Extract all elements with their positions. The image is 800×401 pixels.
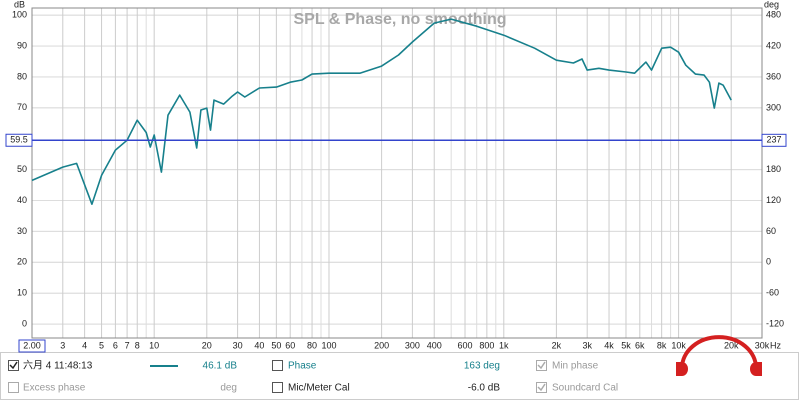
min-phase-label: Min phase: [552, 361, 599, 372]
y2-unit: deg: [764, 0, 779, 9]
y-tick-label: 10: [17, 288, 27, 298]
y-tick-label: 20: [17, 257, 27, 267]
excess-phase-label: Excess phase: [23, 383, 86, 394]
x-unit: Hz: [770, 340, 781, 350]
y2-tick-label: 120: [766, 195, 781, 205]
phase-label: Phase: [288, 361, 317, 372]
x-tick-label: 20: [202, 340, 212, 350]
grid: [32, 8, 763, 338]
x-tick-label: 80: [307, 340, 317, 350]
series-readout: 46.1 dB: [203, 361, 238, 372]
x-tick-label: 4: [82, 340, 87, 350]
x-tick-label: 4k: [604, 340, 614, 350]
checkbox[interactable]: [8, 382, 19, 393]
checkbox[interactable]: [536, 360, 547, 371]
legend-panel: 六月 4 11:48:13 46.1 dB Phase 163 deg Min …: [0, 335, 799, 400]
x-tick-label: 8: [135, 340, 140, 350]
x-tick-label: 200: [374, 340, 389, 350]
cursor-label: 59.5: [10, 135, 28, 145]
x-tick-label: 400: [427, 340, 442, 350]
y2-tick-label: 360: [766, 71, 781, 81]
y2-tick-label: 0: [766, 257, 771, 267]
x-tick-label: 800: [479, 340, 494, 350]
x-tick-label: 600: [457, 340, 472, 350]
phase-readout: 163 deg: [464, 361, 500, 372]
y2-tick-label: 180: [766, 164, 781, 174]
cursor-box: [761, 133, 787, 147]
excess-readout: deg: [220, 383, 237, 394]
checkbox[interactable]: [272, 360, 283, 371]
y-tick-label: 40: [17, 195, 27, 205]
y-tick-label: 70: [17, 102, 27, 112]
logo: [676, 335, 762, 376]
x-tick-label: 3k: [582, 340, 592, 350]
x-tick-label: 3: [60, 340, 65, 350]
x-tick-label: 2.00: [23, 340, 41, 350]
checkbox[interactable]: [536, 382, 547, 393]
y-tick-label: 90: [17, 40, 27, 50]
x-tick-label: 20k: [724, 340, 739, 350]
checkbox[interactable]: [8, 360, 19, 371]
y2-tick-label: 60: [766, 226, 776, 236]
x-tick-label: 30k: [755, 340, 770, 350]
x-tick-label: 2k: [552, 340, 562, 350]
mic-cal-label: Mic/Meter Cal: [288, 383, 350, 394]
x-tick-label: 30: [233, 340, 243, 350]
chart-title: SPL & Phase, no smoothing: [293, 11, 506, 28]
y2-tick-label: 480: [766, 10, 781, 20]
y-tick-label: 30: [17, 226, 27, 236]
panel-frame: [0, 352, 799, 400]
y-tick-label: 100: [12, 9, 27, 19]
x-tick-label: 7: [125, 340, 130, 350]
x-tick-label: 6: [113, 340, 118, 350]
legend-label: 六月 4 11:48:13: [23, 360, 93, 372]
x-tick-label: 5k: [621, 340, 631, 350]
x-start-box: [18, 339, 46, 353]
x-tick-label: 8k: [657, 340, 667, 350]
x-tick-label: 5: [99, 340, 104, 350]
y-unit: dB: [14, 0, 25, 9]
cursor-box: [5, 133, 33, 147]
x-tick-label: 1k: [499, 340, 509, 350]
y-tick-label: 80: [17, 71, 27, 81]
mic-readout: -6.0 dB: [468, 383, 501, 394]
y-tick-label: 0: [22, 318, 27, 328]
cursor-label: 237: [766, 135, 781, 145]
x-tick-label: 50: [271, 340, 281, 350]
plot-frame: [31, 7, 763, 339]
x-tick-label: 6k: [635, 340, 645, 350]
x-tick-label: 100: [321, 340, 336, 350]
y2-tick-label: 420: [766, 40, 781, 50]
x-tick-label: 300: [405, 340, 420, 350]
soundcard-cal-label: Soundcard Cal: [552, 383, 618, 394]
y-tick-label: 50: [17, 164, 27, 174]
x-tick-label: 60: [285, 340, 295, 350]
y2-tick-label: -60: [766, 288, 779, 298]
x-tick-label: 40: [254, 340, 264, 350]
series-line: [31, 18, 732, 205]
y2-tick-label: -120: [766, 318, 784, 328]
y2-tick-label: 300: [766, 102, 781, 112]
checkbox[interactable]: [272, 382, 283, 393]
x-tick-label: 10k: [671, 340, 686, 350]
x-tick-label: 10: [149, 340, 159, 350]
